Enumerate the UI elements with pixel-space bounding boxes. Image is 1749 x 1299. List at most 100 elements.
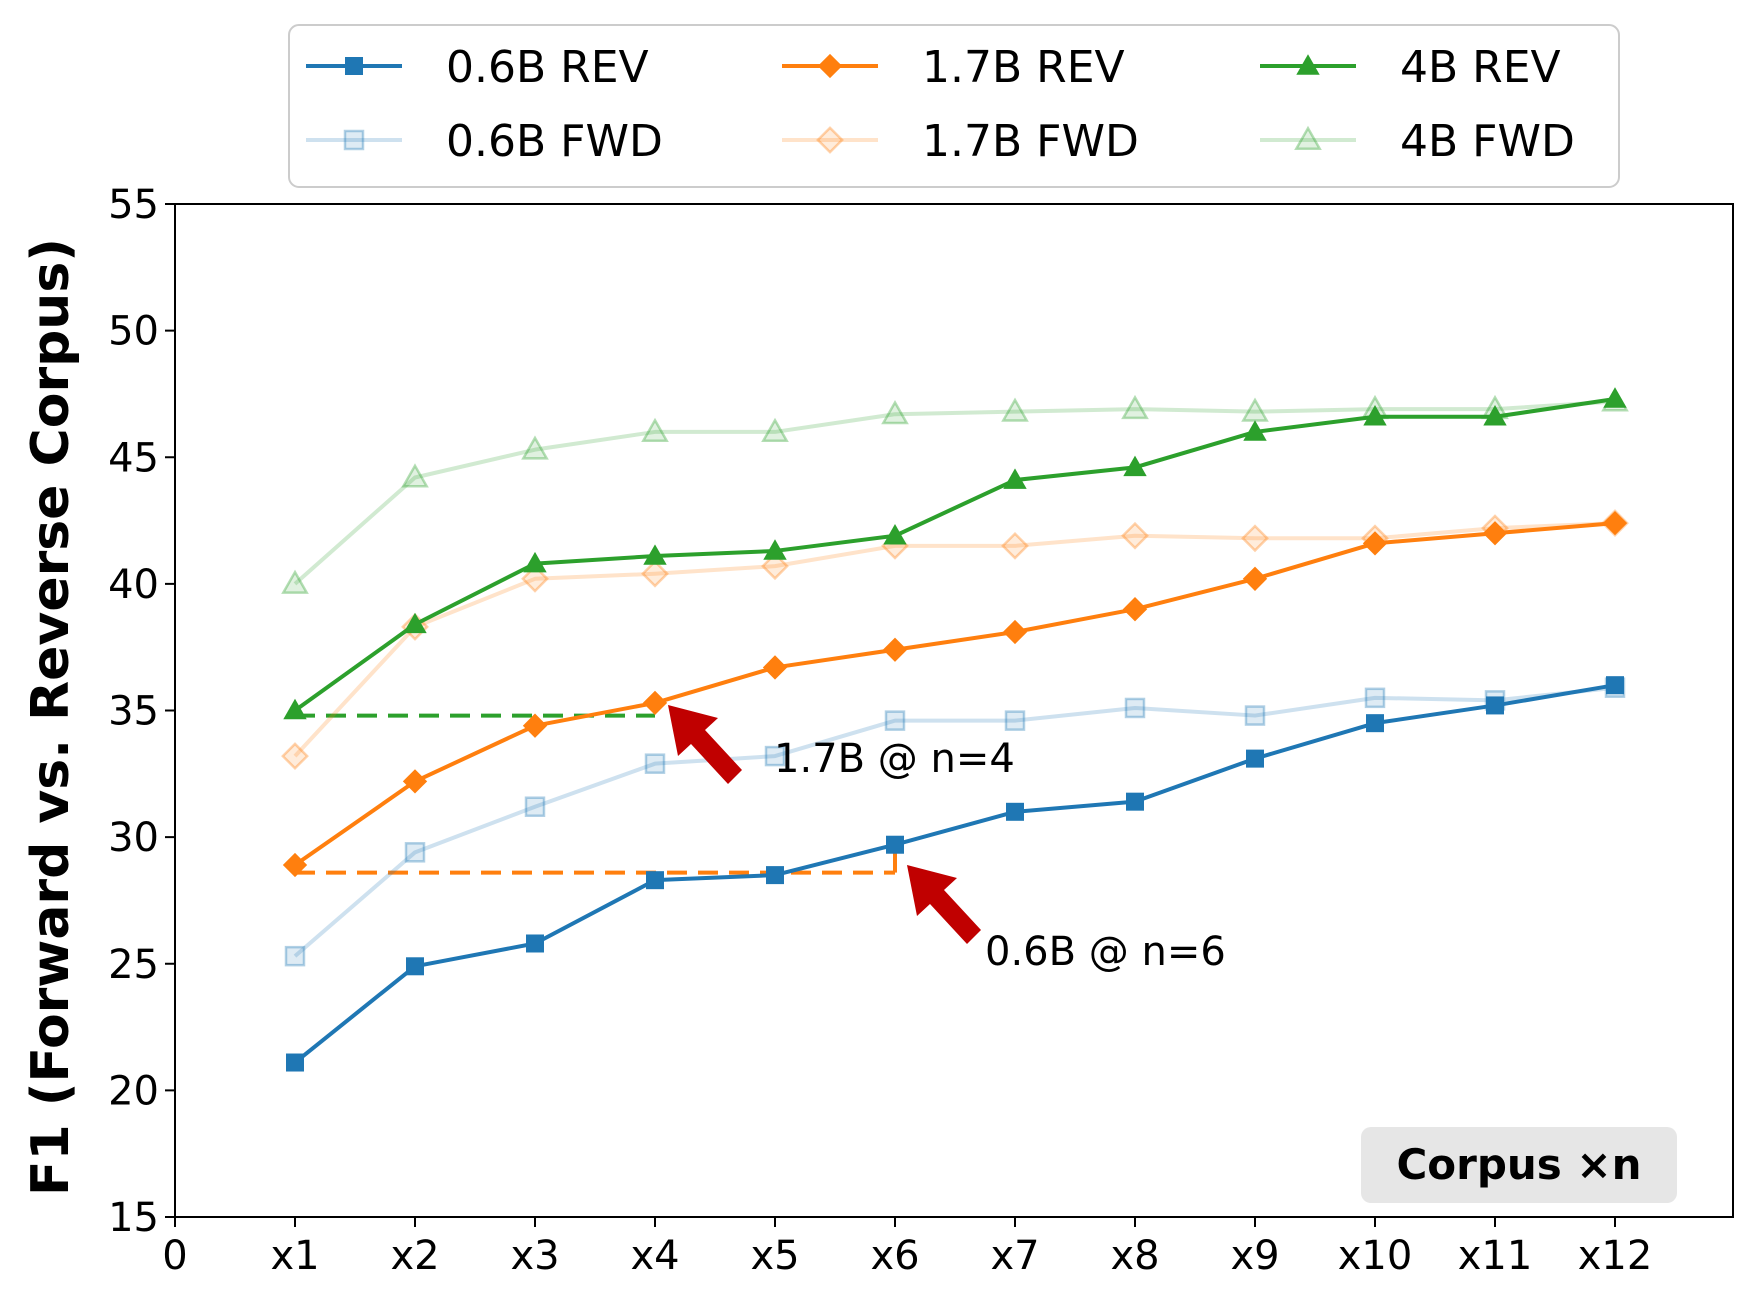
y-tick-label: 35 — [108, 689, 159, 735]
data-point — [1123, 455, 1147, 477]
data-point — [1244, 705, 1266, 726]
data-point — [1486, 696, 1504, 715]
data-point — [641, 417, 669, 442]
data-point — [886, 835, 904, 854]
legend-label: 0.6B REV — [446, 42, 649, 93]
legend: 0.6B REV 1.7B REV 4B REV 0.6B FWD 1.7B FWD 4B… — [288, 24, 1620, 188]
legend-marker — [1296, 54, 1320, 75]
data-point — [884, 710, 906, 731]
corpus-badge: Corpus ×n — [1361, 1127, 1677, 1203]
data-point — [1246, 749, 1264, 768]
data-point — [1121, 394, 1149, 420]
data-point — [1124, 697, 1146, 719]
y-tick-label: 45 — [108, 435, 159, 481]
arrow-06b-icon — [907, 865, 981, 944]
data-point — [882, 637, 908, 662]
data-point — [646, 871, 664, 890]
data-point — [521, 564, 549, 593]
y-axis-label: F1 (Forward vs. Reverse Corpus) — [21, 238, 81, 1196]
annotations: 1.7B @ n=4 0.6B @ n=6 — [668, 705, 1226, 975]
data-point — [526, 934, 544, 953]
x-tick-label: x10 — [1338, 1233, 1413, 1279]
axes: 15 20 25 30 35 40 45 50 55 0 x1 x2 x3 x4 x5 x6 x7 x8 x9 x10… — [108, 182, 1652, 1279]
data-point — [1004, 710, 1026, 731]
data-point — [1482, 521, 1508, 546]
legend-item-0-6b-rev: 0.6B REV — [306, 42, 649, 93]
y-tick-label: 15 — [108, 1195, 159, 1241]
data-point — [1001, 397, 1029, 422]
x-tick-label: x12 — [1578, 1233, 1653, 1279]
arrow-17b-icon — [668, 705, 742, 784]
legend-marker — [343, 129, 365, 151]
y-tick-label: 30 — [108, 815, 159, 861]
data-point — [404, 842, 426, 863]
data-point — [1363, 405, 1387, 426]
legend-item-1-7b-fwd: 1.7B FWD — [782, 116, 1139, 167]
data-point — [1126, 792, 1144, 811]
data-point — [406, 957, 424, 976]
x-tick-label: x1 — [270, 1233, 319, 1279]
data-point — [523, 551, 547, 573]
data-point — [642, 690, 668, 716]
data-point — [286, 1053, 304, 1072]
series-line — [293, 399, 1616, 586]
data-point — [283, 698, 307, 720]
data-point — [764, 745, 786, 767]
corpus-badge-text: Corpus ×n — [1396, 1140, 1641, 1189]
data-point — [401, 463, 429, 488]
legend-label: 4B REV — [1400, 42, 1561, 93]
legend-item-1-7b-rev: 1.7B REV — [782, 42, 1125, 93]
data-point — [1603, 387, 1627, 408]
series-line — [293, 685, 1616, 958]
x-tick-label: x11 — [1458, 1233, 1533, 1279]
data-point — [1483, 405, 1507, 426]
x-tick-label: x3 — [510, 1233, 559, 1279]
series-line — [293, 521, 1616, 867]
legend-label: 1.7B FWD — [922, 116, 1139, 167]
y-tick-label: 20 — [108, 1068, 159, 1114]
y-tick-label: 40 — [108, 562, 159, 608]
reference-lines — [295, 713, 897, 875]
legend-item-0-6b-fwd: 0.6B FWD — [306, 116, 663, 167]
x-tick-label: x4 — [630, 1233, 679, 1279]
legend-marker — [817, 53, 843, 79]
x-tick-label: x2 — [390, 1233, 439, 1279]
series-line — [293, 521, 1616, 758]
data-point — [1602, 510, 1628, 536]
data-point — [403, 612, 427, 634]
data-point — [883, 524, 907, 545]
data-point — [1242, 566, 1268, 591]
data-point — [763, 539, 787, 560]
data-point — [524, 796, 546, 817]
data-point — [284, 945, 306, 967]
data-point — [522, 713, 548, 738]
data-point — [1241, 524, 1269, 553]
data-point — [762, 655, 788, 680]
data-point — [1366, 714, 1384, 733]
x-tick-label: x8 — [1110, 1233, 1159, 1279]
x-tick-label: x9 — [1230, 1233, 1279, 1279]
data-point — [643, 544, 667, 565]
y-tick-label: 25 — [108, 942, 159, 988]
data-point — [1006, 802, 1024, 821]
x-tick-label: 0 — [162, 1233, 187, 1279]
legend-label: 1.7B REV — [922, 42, 1125, 93]
data-point — [521, 435, 549, 460]
series-0-6b-rev — [286, 676, 1624, 1072]
series-1-7b-rev — [282, 510, 1628, 878]
annotation-17b: 1.7B @ n=4 — [774, 736, 1015, 782]
series-line — [293, 397, 1616, 713]
data-point — [1122, 597, 1148, 622]
legend-item-4b-rev: 4B REV — [1260, 42, 1561, 93]
data-point — [766, 866, 784, 885]
x-tick-label: x7 — [990, 1233, 1039, 1279]
data-point — [281, 569, 309, 594]
data-point — [761, 552, 789, 581]
data-point — [1003, 468, 1027, 489]
data-point — [1001, 531, 1029, 560]
data-point — [281, 742, 309, 771]
series-4b-fwd — [281, 387, 1629, 594]
data-point — [1364, 687, 1386, 709]
series-4b-rev — [283, 387, 1627, 720]
